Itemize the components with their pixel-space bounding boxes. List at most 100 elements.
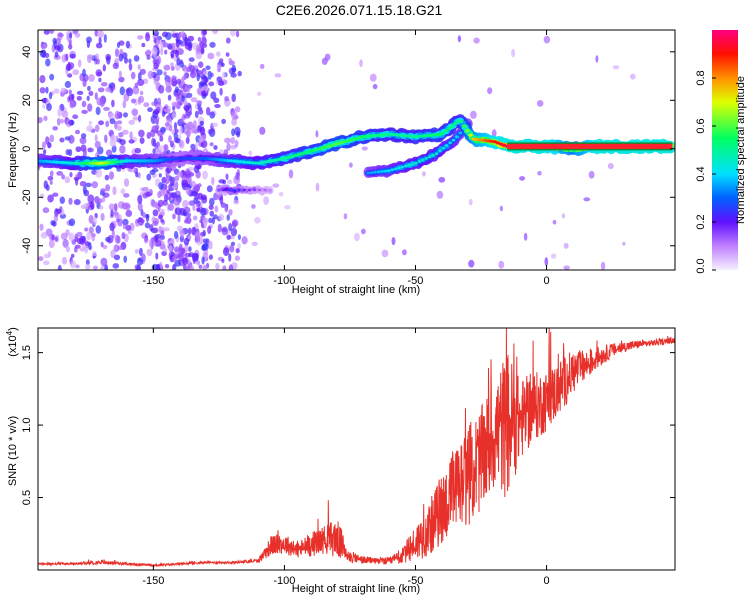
spectrogram-noise-dot [75,264,80,269]
spectrogram-noise-dot [123,112,128,118]
spectrogram-noise-dot [61,110,69,119]
spectrogram-noise-dot [116,235,121,244]
main-track-core [312,148,316,152]
spectrogram-noise-dot [134,147,141,154]
spectrogram-noise-dot [68,62,75,70]
spectrogram-noise-dot [170,237,175,245]
spectrogram-noise-dot [153,37,157,44]
main-track-core [333,142,338,146]
spectrogram-noise-dot [231,219,239,227]
spectrogram-noise-dot [196,260,201,266]
spectrogram-noise-dot [116,125,122,131]
main-track-core [78,161,83,165]
spectrogram-noise-dot [145,32,150,38]
spectrogram-noise-dot [185,187,191,196]
main-track-core [183,156,188,161]
spectrogram-noise-dot [132,116,139,121]
spectrogram-noise-dot [630,73,636,80]
spectrogram-noise-dot [97,87,105,93]
spectrogram-noise-dot [216,64,222,69]
spectrogram-noise-dot [116,120,123,125]
spectrogram-noise-dot [160,230,165,237]
main-track-core [410,134,415,138]
spectrogram-noise-dot [68,89,72,95]
spectrogram-noise-dot [172,264,176,270]
spectrogram-noise-dot [491,129,497,138]
spectrogram-noise-dot [165,85,172,93]
secondary-track-core [455,135,459,139]
secondary-track-core [441,146,446,150]
spectrogram-noise-dot [164,193,169,202]
spectrogram-noise-dot [128,58,132,64]
main-track-core [450,124,454,128]
spectrogram-noise-dot [208,128,216,138]
spectrogram-noise-dot [168,245,173,252]
spectrogram-noise-dot [206,262,210,269]
main-track-core [72,161,77,165]
spectrogram-noise-dot [137,194,143,204]
spectrogram-noise-dot [194,231,201,239]
spectrogram-noise-dot [158,173,162,178]
spectrogram-noise-dot [359,59,363,68]
main-track-core [220,158,224,162]
spectrogram-noise-dot [211,176,215,186]
spectrogram-noise-dot [94,92,98,100]
spectrogram-noise-dot [224,137,231,144]
spectrogram-noise-dot [171,113,177,119]
main-track-core [315,147,320,151]
spectrogram-noise-dot [153,109,160,115]
spectrogram-noise-dot [128,139,135,144]
spectrogram-noise-dot [43,97,47,104]
spectrogram-noise-dot [136,258,144,266]
spectrogram-noise-dot [234,255,240,261]
spectrogram-noise-dot [96,146,104,155]
spectrogram-noise-dot [96,71,103,77]
spectrogram-noise-dot [88,147,94,153]
spectrogram-noise-dot [473,37,480,44]
spectrogram-noise-dot [149,224,154,232]
spectrogram-noise-dot [72,69,80,76]
spectrogram-noise-dot [236,30,240,38]
spectrogram-noise-dot [228,209,233,216]
spectrogram-noise-dot [105,236,111,243]
secondary-track-core [438,149,442,153]
lower-track-mid [259,187,265,192]
spectrogram-noise-dot [87,103,93,112]
y-tick-label: 0 [21,146,33,152]
spectrogram-noise-dot [209,111,216,119]
lower-track-core [227,189,231,191]
spectrogram-noise-dot [136,264,142,270]
spectrogram-noise-dot [167,44,173,50]
spectrogram-noise-dot [438,176,446,183]
spectrogram-noise-dot [143,78,149,85]
spectrogram-noise-dot [158,182,164,190]
spectrogram-noise-dot [231,118,238,126]
main-track-core [364,134,369,138]
spectrogram-noise-dot [163,71,167,77]
chart-title: C2E6.2026.071.15.18.G21 [275,2,443,18]
spectrogram-noise-dot [226,214,230,221]
spectrogram-noise-dot [196,87,202,95]
main-track-core [229,159,234,163]
main-track-core [100,161,105,165]
spectrogram-noise-dot [402,249,407,256]
spectrogram-noise-dot [62,239,69,248]
spectrogram-noise-dot [198,109,204,115]
lower-track-core [243,189,246,191]
spectrogram-noise-dot [79,137,87,145]
secondary-track-core [400,165,405,169]
spectrogram-noise-dot [208,204,214,210]
main-track-core [134,159,139,163]
spectrogram-noise-dot [65,53,69,62]
spectrogram-noise-dot [164,177,170,185]
spectrogram-noise-dot [174,259,181,267]
spectrogram-noise-dot [198,61,204,68]
spectrogram-noise-dot [234,106,241,113]
main-track-core [42,159,47,163]
spectrogram-noise-dot [104,174,110,181]
spectrogram-noise-dot [70,253,75,258]
colorbar-ticks: 0.0 0.2 0.4 0.6 0.8 [695,70,716,274]
main-track-core [321,146,326,150]
lower-track-core [253,189,257,191]
secondary-track-core [448,141,452,145]
